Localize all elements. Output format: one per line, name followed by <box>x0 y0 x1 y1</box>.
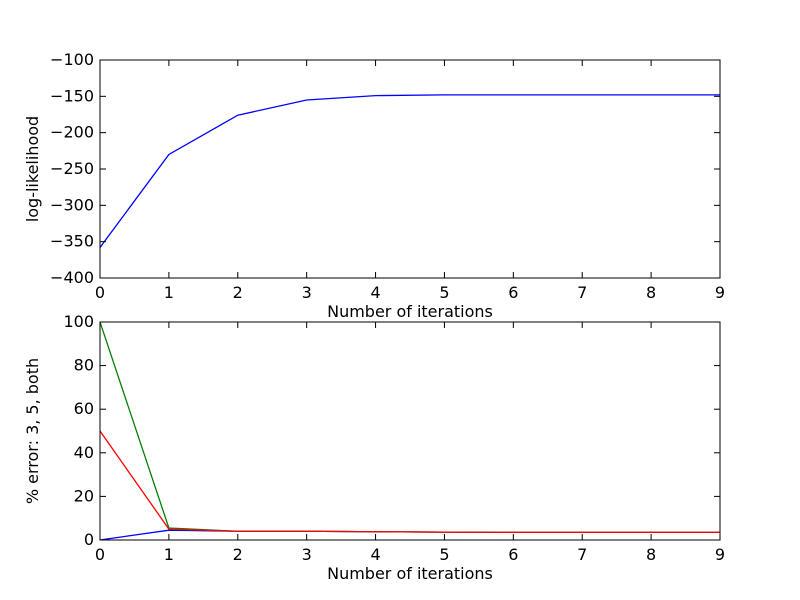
x-tick-label: 2 <box>233 283 243 302</box>
x-tick-label: 0 <box>95 545 105 564</box>
y-axis-label: log-likelihood <box>23 116 42 222</box>
x-tick-label: 1 <box>164 283 174 302</box>
y-tick-label: −100 <box>50 50 94 69</box>
x-tick-label: 9 <box>715 283 725 302</box>
x-tick-label: 6 <box>508 283 518 302</box>
y-tick-label: 40 <box>74 443 94 462</box>
series-line-0 <box>100 94 720 248</box>
axes-frame <box>99 321 721 541</box>
chart-panel-0: 0 1 2 3 4 5 6 7 8 9 −400 −350 −300 −250 −200 −150 −100 Nu… <box>23 50 725 321</box>
y-tick-label: 20 <box>74 486 94 505</box>
y-tick-label: −150 <box>50 86 94 105</box>
y-axis-label: % error: 3, 5, both <box>23 358 42 504</box>
y-tick-label: −300 <box>50 195 94 214</box>
x-tick-label: 8 <box>646 283 656 302</box>
x-tick-label: 0 <box>95 283 105 302</box>
x-tick-label: 3 <box>302 283 312 302</box>
x-tick-label: 9 <box>715 545 725 564</box>
y-tick-label: −250 <box>50 159 94 178</box>
y-tick-label: −200 <box>50 123 94 142</box>
y-tick-label: −350 <box>50 232 94 251</box>
y-tick-label: 60 <box>74 399 94 418</box>
x-tick-label: 2 <box>233 545 243 564</box>
x-tick-label: 8 <box>646 545 656 564</box>
x-axis-label: Number of iterations <box>327 302 493 321</box>
x-tick-label: 4 <box>370 545 380 564</box>
y-tick-label: −400 <box>50 268 94 287</box>
chart-panel-1: 0 1 2 3 4 5 6 7 8 9 0 20 40 60 80 100 Number of iteratio… <box>23 312 725 583</box>
x-tick-label: 6 <box>508 545 518 564</box>
series-line-2 <box>100 430 720 534</box>
x-tick-label: 1 <box>164 545 174 564</box>
y-tick-label: 0 <box>84 530 94 549</box>
y-tick-label: 100 <box>63 312 94 331</box>
x-tick-label: 5 <box>439 545 449 564</box>
x-tick-label: 4 <box>370 283 380 302</box>
x-tick-label: 7 <box>577 283 587 302</box>
x-tick-label: 7 <box>577 545 587 564</box>
x-tick-label: 3 <box>302 545 312 564</box>
y-tick-label: 80 <box>74 356 94 375</box>
x-axis-label: Number of iterations <box>327 564 493 583</box>
x-tick-label: 5 <box>439 283 449 302</box>
